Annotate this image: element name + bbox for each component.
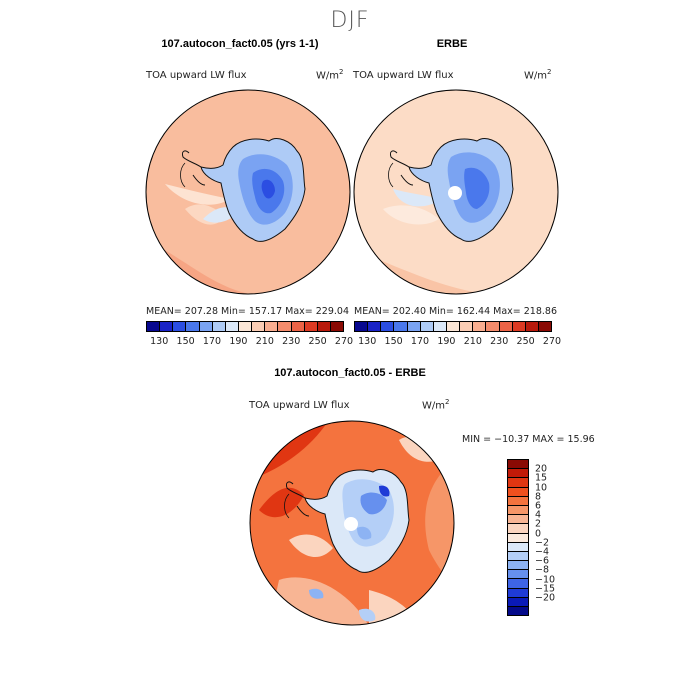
colorbar-swatch — [498, 321, 513, 332]
colorbar-tick-label: 2 — [535, 518, 542, 530]
colorbar-tick-label: 4 — [535, 509, 542, 521]
colorbar-swatch — [393, 321, 408, 332]
left-variable-label: TOA upward LW flux — [146, 70, 247, 81]
colorbar-swatch — [432, 321, 447, 332]
colorbar-tick-label: 190 — [229, 336, 248, 347]
colorbar-swatch — [367, 321, 382, 332]
left-panel-title: 107.autocon_fact0.05 (yrs 1-1) — [161, 38, 319, 50]
right-colorbar — [354, 321, 553, 332]
diff-variable-label: TOA upward LW flux — [249, 400, 350, 411]
colorbar-tick-label: 270 — [542, 336, 562, 347]
colorbar-tick-label: 130 — [150, 336, 169, 347]
colorbar-tick-label: −4 — [535, 546, 550, 558]
colorbar-tick-label: 230 — [282, 336, 301, 347]
right-panel-title: ERBE — [436, 38, 468, 50]
colorbar-tick-label: 20 — [535, 463, 548, 475]
no-data-pole — [344, 517, 358, 531]
colorbar-tick-label: 10 — [535, 482, 548, 494]
colorbar-swatch — [159, 321, 174, 332]
colorbar-tick-label: −15 — [535, 583, 556, 595]
colorbar-tick-label: 170 — [202, 336, 222, 347]
colorbar-swatch — [316, 321, 331, 332]
diff-units-label: W/m2 — [422, 398, 450, 412]
colorbar-tick-label: −8 — [535, 564, 550, 576]
colorbar-swatch — [511, 321, 526, 332]
colorbar-swatch — [485, 321, 500, 332]
right-stats: MEAN= 202.40 Min= 162.44 Max= 218.86 — [354, 306, 558, 317]
colorbar-tick-label: 190 — [437, 336, 456, 347]
right-variable-label: TOA upward LW flux — [353, 70, 454, 81]
colorbar-swatch — [185, 321, 200, 332]
no-data-pole — [448, 186, 462, 200]
colorbar-swatch — [264, 321, 279, 332]
left-polar-map — [145, 89, 351, 295]
colorbar-tick-label: 130 — [358, 336, 377, 347]
left-units-label: W/m2 — [316, 68, 344, 82]
colorbar-swatch — [303, 321, 318, 332]
colorbar-tick-label: 6 — [535, 500, 542, 512]
colorbar-swatch — [224, 321, 239, 332]
colorbar-swatch — [290, 321, 305, 332]
right-units-label: W/m2 — [524, 68, 552, 82]
colorbar-tick-label: 8 — [535, 491, 542, 503]
colorbar-swatch — [354, 321, 369, 332]
colorbar-tick-label: 170 — [410, 336, 430, 347]
colorbar-tick-label: 210 — [463, 336, 482, 347]
diff-colorbar-ticks: 20 15 10 8 6 4 2 0 −2 −4 −6 −8 −10 −15 −20 — [535, 460, 575, 630]
colorbar-tick-label: −10 — [535, 574, 556, 586]
colorbar-swatch — [146, 321, 161, 332]
colorbar-tick-label: 250 — [308, 336, 327, 347]
colorbar-tick-label: 150 — [384, 336, 403, 347]
colorbar-tick-label: 230 — [490, 336, 509, 347]
diff-panel-title: 107.autocon_fact0.05 - ERBE — [274, 367, 426, 379]
colorbar-swatch — [524, 321, 539, 332]
colorbar-swatch — [406, 321, 421, 332]
colorbar-swatch — [419, 321, 434, 332]
figure-title: DJF — [330, 8, 370, 33]
colorbar-tick-label: 270 — [334, 336, 354, 347]
colorbar-tick-label: 15 — [535, 472, 548, 484]
colorbar-tick-label: 210 — [255, 336, 274, 347]
colorbar-swatch — [472, 321, 487, 332]
colorbar-tick-label: 150 — [176, 336, 195, 347]
colorbar-tick-label: 250 — [516, 336, 535, 347]
colorbar-swatch — [459, 321, 474, 332]
right-polar-map — [353, 89, 559, 295]
colorbar-swatch — [380, 321, 395, 332]
left-colorbar — [146, 321, 345, 332]
left-colorbar-ticks: 130 150 170 190 210 230 250 270 — [146, 336, 353, 348]
colorbar-swatch — [237, 321, 253, 332]
colorbar-swatch — [251, 321, 266, 332]
colorbar-swatch — [537, 321, 553, 332]
right-colorbar-ticks: 130 150 170 190 210 230 250 270 — [354, 336, 561, 348]
colorbar-swatch — [445, 321, 461, 332]
diff-minmax: MIN = −10.37 MAX = 15.96 — [462, 434, 595, 445]
colorbar-swatch — [507, 606, 529, 617]
colorbar-tick-label: −2 — [535, 537, 550, 549]
colorbar-tick-label: −6 — [535, 555, 550, 567]
diff-colorbar — [507, 459, 529, 617]
colorbar-swatch — [211, 321, 226, 332]
colorbar-tick-label: −20 — [535, 592, 556, 604]
left-stats: MEAN= 207.28 Min= 157.17 Max= 229.04 — [146, 306, 350, 317]
colorbar-swatch — [277, 321, 292, 332]
colorbar-swatch — [329, 321, 345, 332]
colorbar-tick-label: 0 — [535, 528, 542, 540]
colorbar-swatch — [198, 321, 213, 332]
colorbar-swatch — [172, 321, 187, 332]
diff-polar-map — [249, 420, 455, 626]
